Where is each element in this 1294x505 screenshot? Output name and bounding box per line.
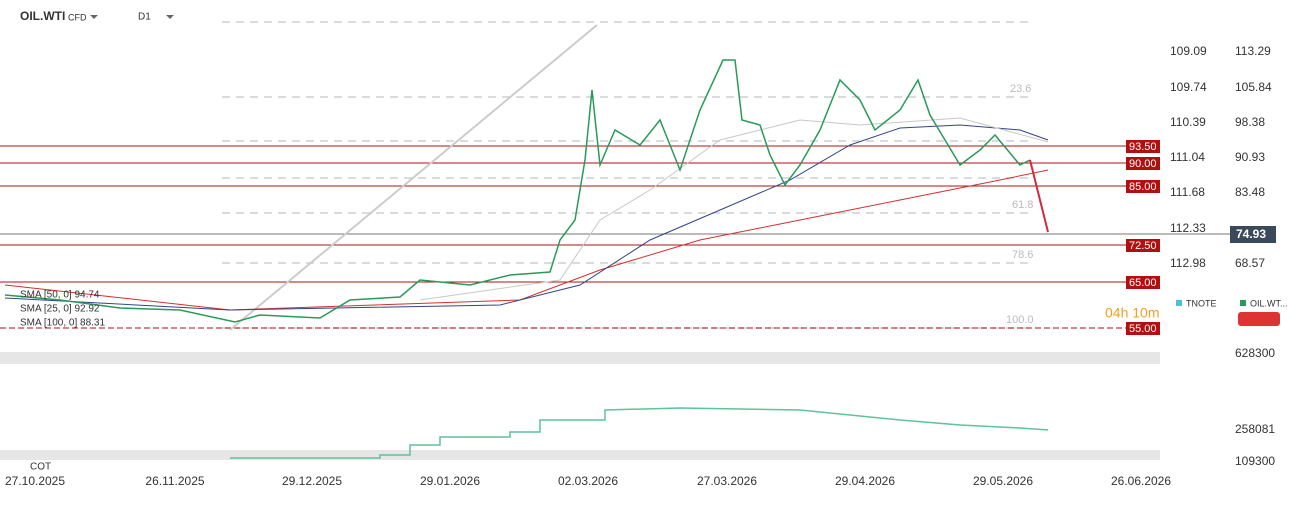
level-label: 93.50 [1129, 141, 1157, 153]
axis-label: 109.09 [1170, 44, 1207, 58]
fib-label: 23.6 [1010, 83, 1031, 95]
axis-label: 112.33 [1170, 221, 1206, 235]
tnote-swatch [1176, 300, 1182, 306]
price-line [4, 59, 1031, 323]
fib-label: 61.8 [1012, 199, 1033, 211]
tnote[interactable]: TNOTE [1186, 298, 1217, 308]
axis-label: 109.74 [1170, 80, 1207, 94]
indicator[interactable]: SMA [100, 0] 88.31 [20, 318, 105, 329]
axis-label: 111.04 [1170, 150, 1205, 164]
sma-100 [4, 169, 1049, 311]
price-line-recent [1029, 159, 1049, 233]
sma-25 [419, 117, 1049, 301]
axis-label: 68.57 [1235, 256, 1265, 270]
level-label: 65.00 [1129, 277, 1157, 289]
level-lines [0, 145, 1230, 329]
level-label: 72.50 [1129, 240, 1157, 252]
cot-label: COT [30, 462, 51, 473]
date-label: 27.03.2026 [697, 474, 757, 488]
level-label: 85.00 [1129, 181, 1157, 193]
level-label: 90.00 [1129, 158, 1157, 170]
date-label: 02.03.2026 [558, 474, 618, 488]
cot-axis-label: 258081 [1235, 422, 1275, 436]
dropdown[interactable] [166, 15, 174, 19]
panel-separator [0, 450, 1160, 460]
date-label: 29.12.2025 [282, 474, 342, 488]
axis-label: 98.38 [1235, 115, 1265, 129]
axis-label: 110.39 [1170, 115, 1206, 129]
panel-separator [0, 352, 1160, 364]
axis-label: 112.98 [1170, 256, 1206, 270]
date-label: 26.06.2026 [1111, 474, 1171, 488]
axis-left-labels: 109.09 109.74 110.39 111.04 111.68 112.3… [1170, 44, 1207, 270]
price-value: 74.93 [1236, 227, 1266, 241]
axis-right-labels: 113.29 105.84 98.38 90.93 83.48 68.57 [1235, 44, 1272, 270]
indicator[interactable]: SMA [25, 0] 92.92 [20, 304, 100, 315]
date-axis: 27.10.2025 26.11.2025 29.12.2025 29.01.2… [5, 474, 1171, 488]
date-label: 29.04.2026 [835, 474, 895, 488]
interval[interactable]: D1 [138, 12, 151, 23]
axis-label: 83.48 [1235, 185, 1265, 199]
level-label: 55.00 [1129, 323, 1157, 335]
date-label: 27.10.2025 [5, 474, 65, 488]
fib-label: 78.6 [1012, 249, 1033, 261]
axis-label: 105.84 [1235, 80, 1272, 94]
symbol[interactable]: OIL.WTI [20, 9, 65, 23]
axis-label: 113.29 [1235, 44, 1271, 58]
oil-badge [1238, 312, 1280, 326]
date-label: 29.05.2026 [973, 474, 1033, 488]
cot-axis-label: 628300 [1235, 346, 1275, 360]
trend-line [229, 24, 598, 331]
symbol-kind: CFD [68, 12, 87, 22]
axis-label: 90.93 [1235, 150, 1265, 164]
cot-axis-label: 109300 [1235, 454, 1275, 468]
dropdown[interactable] [90, 15, 98, 19]
sma-50 [4, 124, 1049, 311]
price-badge [1230, 226, 1276, 243]
level-labels: 93.50 90.00 85.00 72.50 65.00 55.00 [1126, 140, 1160, 335]
date-label: 29.01.2026 [420, 474, 480, 488]
cot-line [230, 407, 1049, 459]
oil-swatch [1240, 300, 1246, 306]
date-label: 26.11.2025 [145, 474, 204, 488]
axis-label: 111.68 [1170, 185, 1205, 199]
fib-label: 100.0 [1006, 314, 1034, 326]
timer: 04h 10m [1105, 305, 1159, 321]
oil[interactable]: OIL.WT... [1250, 298, 1288, 308]
indicator[interactable]: SMA [50, 0] 94.74 [20, 290, 100, 301]
